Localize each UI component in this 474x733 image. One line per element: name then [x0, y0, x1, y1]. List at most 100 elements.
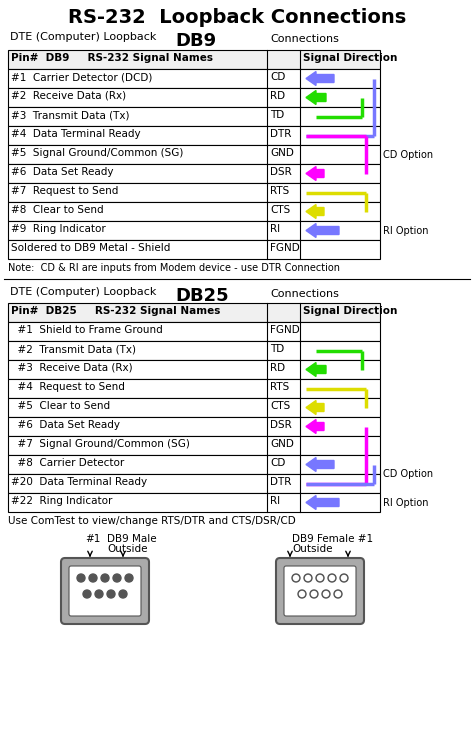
Bar — [8, 126, 380, 145]
Text: #8  Clear to Send: #8 Clear to Send — [11, 205, 104, 215]
Text: FGND: FGND — [270, 325, 300, 335]
Circle shape — [298, 590, 306, 598]
FancyBboxPatch shape — [61, 558, 149, 624]
Bar — [8, 69, 380, 88]
Text: CD Option: CD Option — [383, 150, 433, 160]
Text: RTS: RTS — [270, 186, 289, 196]
Text: RI: RI — [270, 224, 280, 234]
FancyArrow shape — [306, 166, 324, 180]
Text: Outside: Outside — [292, 544, 332, 554]
Circle shape — [107, 590, 115, 598]
Circle shape — [311, 592, 317, 597]
Text: CTS: CTS — [270, 205, 290, 215]
Bar — [8, 145, 380, 164]
Circle shape — [300, 592, 304, 597]
Text: #2  Receive Data (Rx): #2 Receive Data (Rx) — [11, 91, 126, 101]
Text: Use ComTest to view/change RTS/DTR and CTS/DSR/CD: Use ComTest to view/change RTS/DTR and C… — [8, 516, 296, 526]
Circle shape — [306, 575, 310, 581]
Text: #1  Shield to Frame Ground: #1 Shield to Frame Ground — [11, 325, 163, 335]
Text: Note:  CD & RI are inputs from Modem device - use DTR Connection: Note: CD & RI are inputs from Modem devi… — [8, 263, 340, 273]
Text: #20  Data Terminal Ready: #20 Data Terminal Ready — [11, 477, 147, 487]
Text: RI Option: RI Option — [383, 226, 428, 235]
Circle shape — [101, 574, 109, 582]
Text: TD: TD — [270, 110, 284, 120]
Text: #4  Data Terminal Ready: #4 Data Terminal Ready — [11, 129, 141, 139]
Text: Pin#  DB25     RS-232 Signal Names: Pin# DB25 RS-232 Signal Names — [11, 306, 220, 316]
Text: #22  Ring Indicator: #22 Ring Indicator — [11, 496, 112, 506]
Text: RD: RD — [270, 91, 285, 101]
Bar — [8, 474, 380, 493]
Circle shape — [95, 590, 103, 598]
FancyBboxPatch shape — [276, 558, 364, 624]
Bar — [8, 436, 380, 455]
Text: Connections: Connections — [270, 34, 339, 44]
Circle shape — [292, 574, 300, 582]
FancyArrow shape — [306, 90, 326, 105]
Bar — [8, 455, 380, 474]
Bar — [8, 360, 380, 379]
Text: RTS: RTS — [270, 382, 289, 392]
FancyArrow shape — [306, 72, 334, 86]
Circle shape — [293, 575, 299, 581]
Circle shape — [336, 592, 340, 597]
Text: TD: TD — [270, 344, 284, 354]
Circle shape — [83, 590, 91, 598]
Bar — [8, 183, 380, 202]
Text: DB25: DB25 — [175, 287, 228, 305]
Bar — [8, 493, 380, 512]
Bar — [8, 398, 380, 417]
Text: GND: GND — [270, 439, 294, 449]
Text: Soldered to DB9 Metal - Shield: Soldered to DB9 Metal - Shield — [11, 243, 170, 253]
Text: #2  Transmit Data (Tx): #2 Transmit Data (Tx) — [11, 344, 136, 354]
Circle shape — [310, 590, 318, 598]
Circle shape — [323, 592, 328, 597]
Circle shape — [328, 574, 336, 582]
Bar — [8, 107, 380, 126]
Text: #6  Data Set Ready: #6 Data Set Ready — [11, 420, 120, 430]
Text: DTR: DTR — [270, 129, 292, 139]
Bar — [8, 341, 380, 360]
FancyArrow shape — [306, 400, 324, 414]
Text: Outside: Outside — [107, 544, 147, 554]
Text: #1: #1 — [85, 534, 100, 544]
Text: Connections: Connections — [270, 289, 339, 299]
Text: Pin#  DB9     RS-232 Signal Names: Pin# DB9 RS-232 Signal Names — [11, 53, 213, 63]
Text: #8  Carrier Detector: #8 Carrier Detector — [11, 458, 124, 468]
Circle shape — [316, 574, 324, 582]
Bar — [8, 164, 380, 183]
Bar — [8, 50, 380, 69]
Text: #9  Ring Indicator: #9 Ring Indicator — [11, 224, 106, 234]
Text: RI Option: RI Option — [383, 498, 428, 507]
Circle shape — [304, 574, 312, 582]
FancyBboxPatch shape — [284, 566, 356, 616]
Text: FGND: FGND — [270, 243, 300, 253]
FancyArrow shape — [306, 205, 324, 218]
Bar — [8, 379, 380, 398]
Text: DTE (Computer) Loopback: DTE (Computer) Loopback — [10, 287, 156, 297]
Text: CD: CD — [270, 72, 285, 82]
Circle shape — [340, 574, 348, 582]
Circle shape — [119, 590, 127, 598]
FancyArrow shape — [306, 457, 334, 471]
Text: #3  Receive Data (Rx): #3 Receive Data (Rx) — [11, 363, 133, 373]
FancyArrow shape — [306, 496, 339, 509]
Bar — [8, 417, 380, 436]
Text: Signal Direction: Signal Direction — [303, 53, 397, 63]
Text: RI: RI — [270, 496, 280, 506]
Text: #1  Carrier Detector (DCD): #1 Carrier Detector (DCD) — [11, 72, 152, 82]
Text: DSR: DSR — [270, 167, 292, 177]
Bar — [8, 322, 380, 341]
Text: CTS: CTS — [270, 401, 290, 411]
Text: GND: GND — [270, 148, 294, 158]
Text: #7  Request to Send: #7 Request to Send — [11, 186, 118, 196]
Circle shape — [322, 590, 330, 598]
Text: #5  Clear to Send: #5 Clear to Send — [11, 401, 110, 411]
Text: DTE (Computer) Loopback: DTE (Computer) Loopback — [10, 32, 156, 42]
FancyArrow shape — [306, 224, 339, 237]
Text: #6  Data Set Ready: #6 Data Set Ready — [11, 167, 113, 177]
Text: #5  Signal Ground/Common (SG): #5 Signal Ground/Common (SG) — [11, 148, 183, 158]
Circle shape — [341, 575, 346, 581]
Text: DTR: DTR — [270, 477, 292, 487]
Circle shape — [113, 574, 121, 582]
Text: Signal Direction: Signal Direction — [303, 306, 397, 316]
